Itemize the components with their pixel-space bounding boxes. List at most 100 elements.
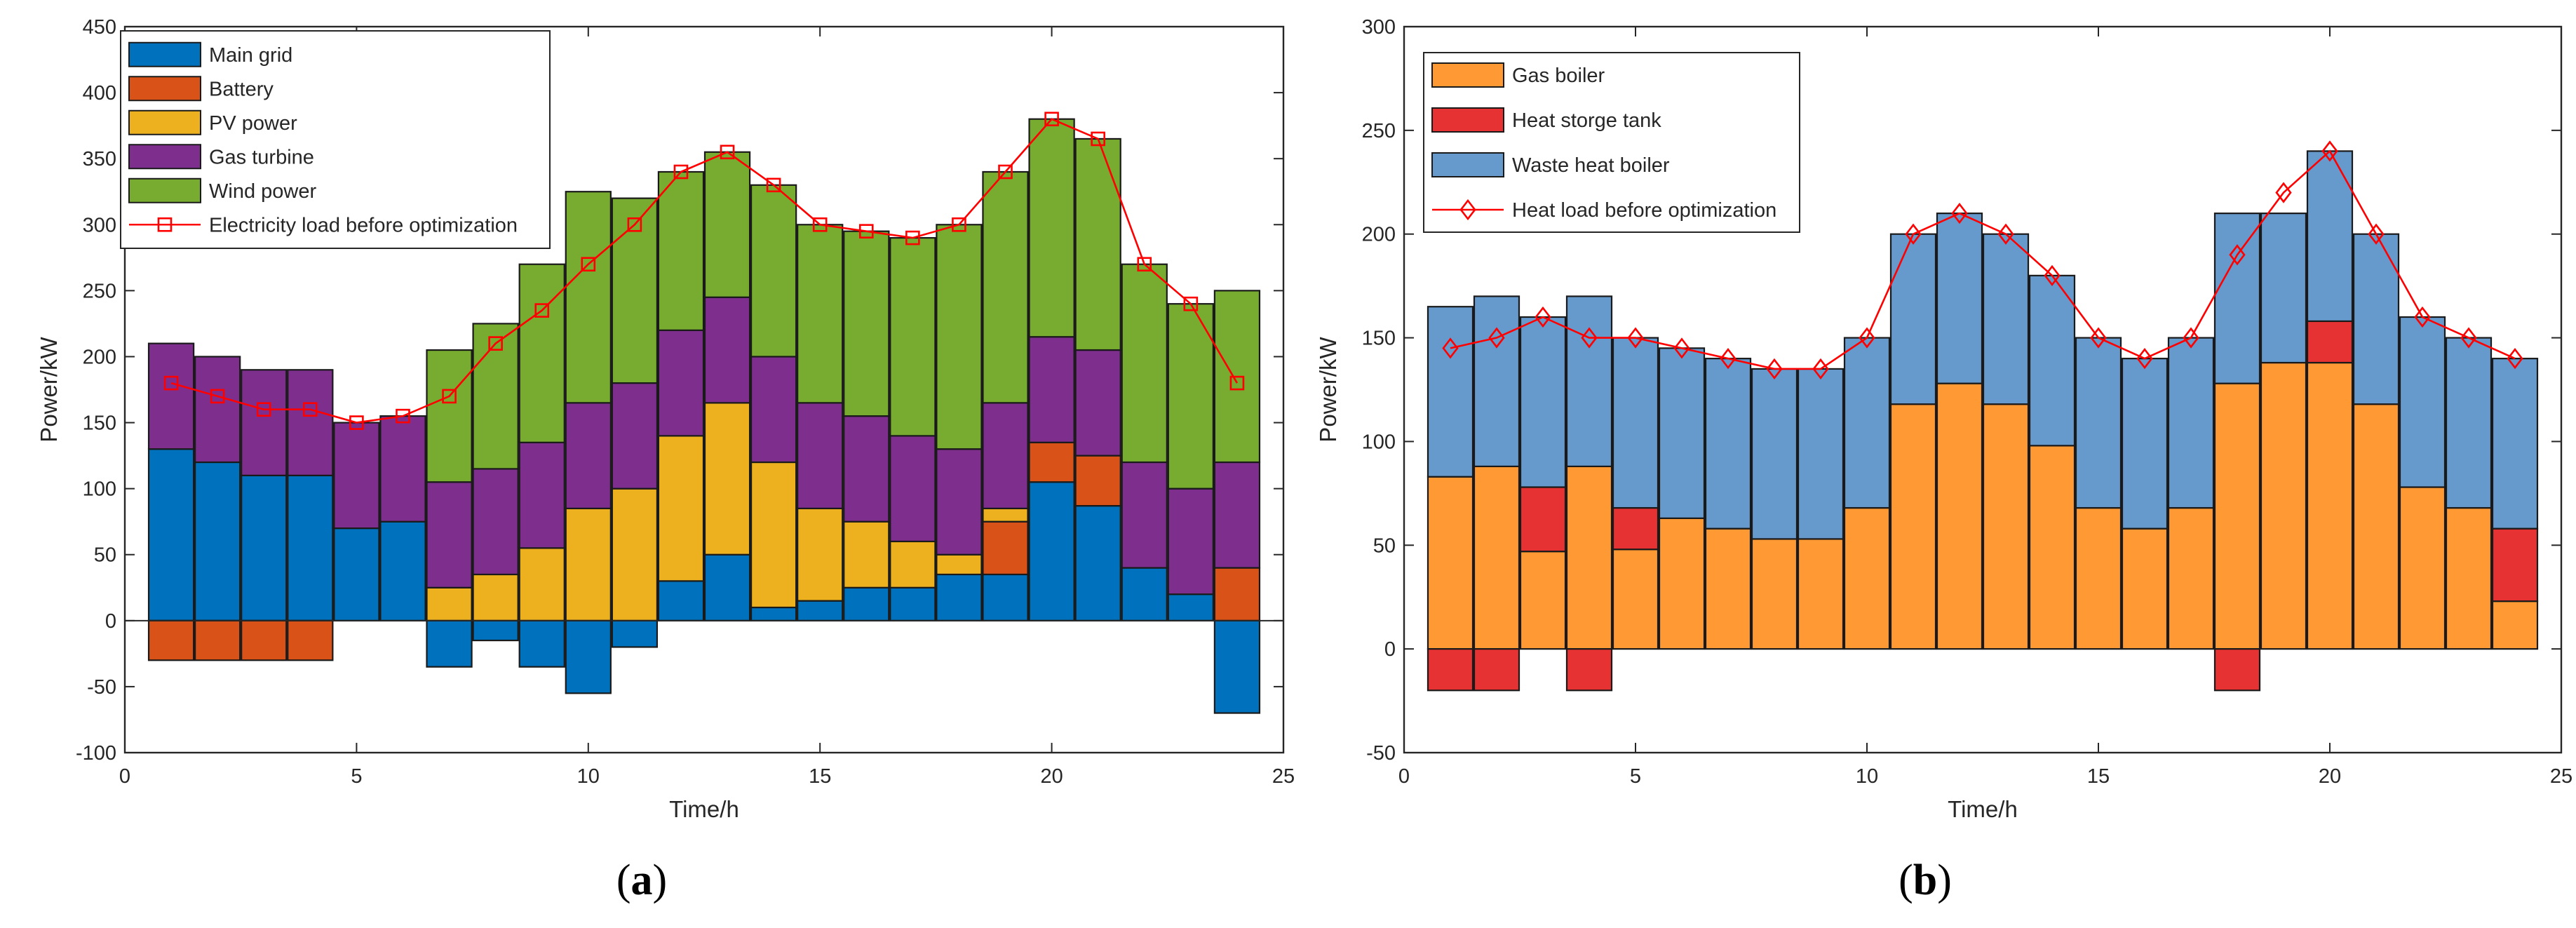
load-marker-t17 xyxy=(2183,327,2199,349)
bar-heat-storge-tank-t5 xyxy=(1612,506,1659,551)
load-marker-t2 xyxy=(1488,327,1505,349)
bar-wind-power-t21 xyxy=(1074,137,1121,351)
load-marker-t7 xyxy=(1720,348,1737,370)
load-marker-t4 xyxy=(303,402,318,417)
y-tick-label: 250 xyxy=(1362,120,1396,142)
load-marker-t10 xyxy=(581,257,596,272)
bar-waste-heat-boiler-t5 xyxy=(1612,337,1659,509)
bar-gas-turbine-t8 xyxy=(472,468,519,576)
bar-main-grid-t3 xyxy=(241,474,288,621)
bar-gas-turbine-t1 xyxy=(147,342,195,450)
caption-a: (a) xyxy=(616,856,667,904)
bar-gas-turbine-t11 xyxy=(611,382,659,490)
load-marker-t17 xyxy=(905,230,920,246)
bar-gas-boiler-t22 xyxy=(2399,486,2446,650)
bar-pv-power-t16 xyxy=(843,520,890,589)
bar-pv-power-t19 xyxy=(982,507,1029,523)
x-tick-label: 15 xyxy=(809,765,831,788)
bar-main-grid-t20 xyxy=(1028,481,1075,621)
x-axis-label: Time/h xyxy=(669,796,739,822)
caption-b-letter: b xyxy=(1913,856,1937,904)
bar-wind-power-t11 xyxy=(611,197,659,384)
bar-main-grid-t19 xyxy=(982,573,1029,621)
load-marker-t6 xyxy=(396,408,410,424)
legend-swatch-marker xyxy=(1459,199,1476,221)
bar-wind-power-t9 xyxy=(518,263,565,443)
legend-label-heat-storge-tank: Heat storge tank xyxy=(1512,109,1661,132)
y-tick-label: 300 xyxy=(1362,16,1396,39)
bar-heat-storge-tank-t20 xyxy=(2306,320,2354,364)
bar-gas-turbine-t19 xyxy=(982,402,1029,509)
bar-gas-boiler-t8 xyxy=(1751,538,1798,650)
bar-pv-power-t8 xyxy=(472,573,519,621)
bar-wind-power-t10 xyxy=(565,191,612,404)
y-tick-label: 200 xyxy=(83,346,116,368)
bar-gas-boiler-t19 xyxy=(2260,361,2307,650)
bar-battery-t2 xyxy=(194,619,241,661)
load-marker-t22 xyxy=(2414,306,2431,328)
bar-main-grid-t13 xyxy=(703,553,751,621)
load-marker-t24 xyxy=(2507,348,2523,370)
bar-wind-power-t23 xyxy=(1167,303,1214,490)
bar-waste-heat-boiler-t11 xyxy=(1889,233,1937,405)
load-marker-t19 xyxy=(2275,182,2292,203)
load-marker-t8 xyxy=(1766,358,1783,380)
y-tick-label: 150 xyxy=(83,412,116,435)
bar-gas-boiler-t3 xyxy=(1519,551,1567,650)
chart-panel-b: 0 5 10 15 20 25-50050100150200250300Time/hPow… xyxy=(1315,16,2572,822)
load-marker-t9 xyxy=(534,303,550,318)
bar-main-grid-t9 xyxy=(518,619,565,668)
x-tick-label: 25 xyxy=(1272,765,1295,788)
load-marker-t23 xyxy=(2460,327,2477,349)
bar-waste-heat-boiler-t19 xyxy=(2260,213,2307,364)
bar-battery-t4 xyxy=(287,619,334,661)
bar-main-grid-t8 xyxy=(472,619,519,642)
bar-main-grid-t21 xyxy=(1074,504,1121,621)
legend-swatch-wind-power xyxy=(128,177,201,203)
bar-heat-storge-tank-t2 xyxy=(1473,648,1520,692)
bar-waste-heat-boiler-t12 xyxy=(1936,213,1983,384)
load-marker-t15 xyxy=(2090,327,2107,349)
bar-gas-turbine-t21 xyxy=(1074,349,1121,457)
x-tick-label: 15 xyxy=(2087,765,2110,788)
bar-main-grid-t12 xyxy=(657,580,705,621)
bar-main-grid-t11 xyxy=(611,619,659,648)
bar-pv-power-t12 xyxy=(657,435,705,582)
y-tick-label: 450 xyxy=(83,16,116,39)
bar-battery-t19 xyxy=(982,520,1029,576)
bar-gas-boiler-t13 xyxy=(1982,403,2030,650)
load-marker-t14 xyxy=(766,177,781,193)
legend-swatch-pv-power xyxy=(128,109,201,135)
load-marker-t21 xyxy=(1091,131,1105,147)
bar-main-grid-t1 xyxy=(147,448,195,621)
bar-battery-t3 xyxy=(241,619,288,661)
load-marker-t11 xyxy=(627,217,642,232)
x-tick-label: 5 xyxy=(1630,765,1641,788)
load-marker-t1 xyxy=(163,375,179,391)
bar-gas-turbine-t6 xyxy=(379,415,426,523)
bar-gas-boiler-t7 xyxy=(1704,527,1752,650)
load-marker-t13 xyxy=(720,144,735,160)
bar-main-grid-t4 xyxy=(287,474,334,621)
bar-main-grid-t15 xyxy=(797,600,844,621)
bar-gas-boiler-t9 xyxy=(1797,538,1845,650)
x-tick-label: 20 xyxy=(1040,765,1063,788)
load-line xyxy=(170,118,1239,424)
bar-gas-turbine-t13 xyxy=(703,296,751,404)
y-tick-label: 50 xyxy=(1373,534,1396,557)
bar-main-grid-t23 xyxy=(1167,593,1214,621)
bar-pv-power-t18 xyxy=(936,553,983,576)
load-marker-t23 xyxy=(1183,296,1199,311)
bar-heat-storge-tank-t4 xyxy=(1565,648,1613,692)
legend: Main grid Battery PV power Gas turbine Wind … xyxy=(120,30,551,249)
bar-gas-turbine-t3 xyxy=(241,369,288,476)
bar-main-grid-t2 xyxy=(194,461,241,621)
legend-label-electricity-load-before-optimization: Electricity load before optimization xyxy=(209,214,518,236)
bar-gas-boiler-t2 xyxy=(1473,465,1520,650)
bar-battery-t24 xyxy=(1213,567,1261,621)
chart-panel-a: 0 5 10 15 20 25 -100 -50 0 50 100 150 200 250 300 350 40… xyxy=(36,16,1295,822)
x-tick-label: 20 xyxy=(2319,765,2341,788)
load-marker-t11 xyxy=(1905,223,1922,245)
bar-wind-power-t22 xyxy=(1121,263,1168,464)
